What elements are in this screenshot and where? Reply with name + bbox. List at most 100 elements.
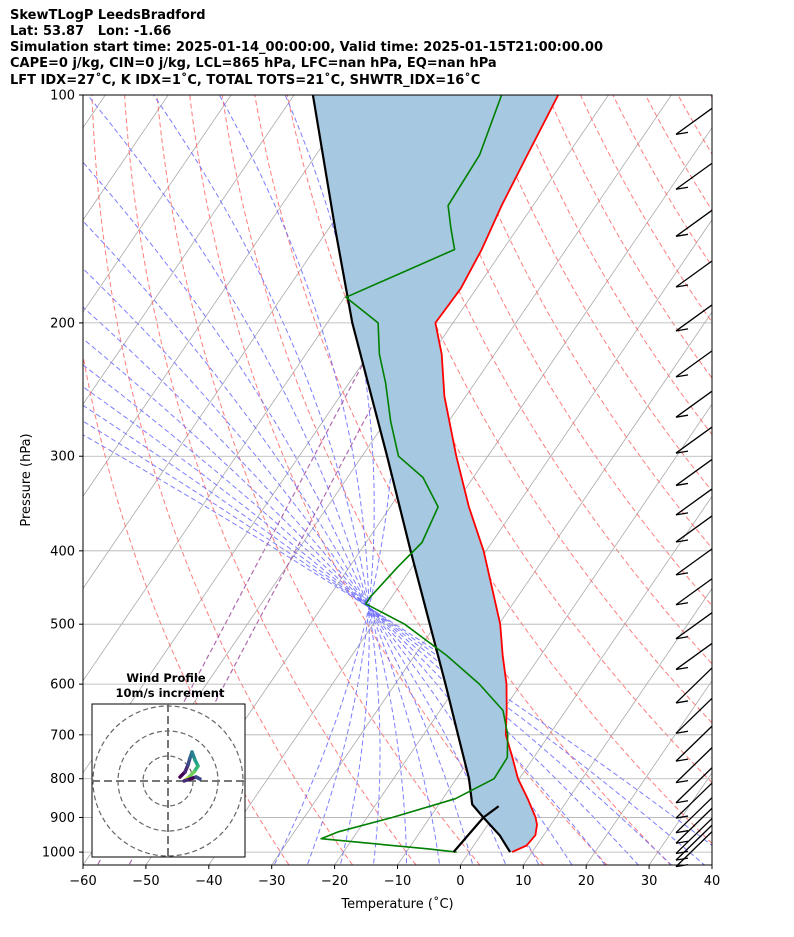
y-tick-label: 400 bbox=[50, 544, 75, 559]
wind-barb-flag bbox=[675, 666, 689, 671]
wind-barb-flag bbox=[675, 779, 689, 784]
y-tick-label: 700 bbox=[50, 728, 75, 743]
dry-adiabat-line bbox=[482, 95, 712, 492]
wind-barb bbox=[675, 578, 713, 606]
x-tick-label: 20 bbox=[578, 874, 595, 889]
wind-barb bbox=[675, 458, 713, 486]
isotherm-line bbox=[83, 95, 232, 313]
y-tick-label: 900 bbox=[50, 811, 75, 826]
wind-barb-flag bbox=[675, 800, 689, 804]
dry-adiabat-line bbox=[767, 82, 794, 872]
wind-barb-flag bbox=[675, 857, 689, 861]
hodograph-trace bbox=[194, 775, 202, 781]
dry-adiabat-line bbox=[189, 95, 545, 865]
isotherm-line bbox=[334, 311, 712, 865]
wind-barb bbox=[675, 797, 713, 834]
wind-barb bbox=[675, 767, 713, 804]
moist-adiabat-line bbox=[218, 95, 370, 865]
hodograph-subtitle: 10m/s increment bbox=[116, 686, 225, 700]
wind-barb bbox=[675, 548, 713, 576]
wind-barb-flag bbox=[675, 233, 689, 237]
y-tick-label: 600 bbox=[50, 678, 75, 693]
wind-barb bbox=[675, 824, 713, 861]
wind-barb bbox=[675, 260, 713, 288]
wind-barb-flag bbox=[675, 414, 689, 418]
wind-barb bbox=[675, 350, 713, 378]
y-tick-label: 100 bbox=[50, 89, 75, 104]
y-axis-label: Pressure (hPa) bbox=[19, 433, 34, 526]
y-tick-label: 200 bbox=[50, 316, 75, 331]
x-axis-label: Temperature (˚C) bbox=[340, 896, 453, 912]
isotherm-line bbox=[83, 95, 295, 405]
wind-barb-flag bbox=[675, 284, 689, 288]
moist-adiabat-line bbox=[83, 364, 606, 865]
x-tick-label: 0 bbox=[456, 874, 464, 889]
wind-barb bbox=[675, 515, 713, 543]
x-tick-label: −40 bbox=[195, 874, 222, 889]
wind-barb-flag bbox=[675, 602, 689, 606]
wind-barb bbox=[675, 667, 713, 704]
temperature-line bbox=[434, 95, 560, 853]
x-tick-label: −30 bbox=[258, 874, 285, 889]
dry-adiabat-line bbox=[644, 95, 712, 212]
wind-barb-flag bbox=[675, 830, 689, 834]
wind-barbs bbox=[675, 107, 713, 868]
wind-barb bbox=[675, 725, 713, 762]
wind-barb bbox=[675, 807, 713, 844]
title-indices-2: LFT IDX=27˚C, K IDX=1˚C, TOTAL TOTS=21˚C… bbox=[10, 73, 481, 88]
isotherm-line bbox=[208, 127, 712, 865]
hodograph-title: Wind Profile bbox=[126, 671, 206, 685]
isotherm-line bbox=[271, 219, 712, 865]
wind-barb-flag bbox=[675, 815, 689, 819]
wind-barb bbox=[675, 697, 713, 734]
wind-barb-flag bbox=[675, 850, 689, 855]
wind-barb-flag bbox=[675, 539, 689, 543]
dry-adiabat-line bbox=[612, 95, 712, 268]
x-tick-label: −10 bbox=[384, 874, 411, 889]
isotherm-line bbox=[648, 772, 712, 865]
wind-barb bbox=[675, 642, 713, 670]
title-latlon: Lat: 53.87 Lon: -1.66 bbox=[10, 24, 172, 39]
isotherm-line bbox=[83, 95, 358, 498]
wind-barb bbox=[675, 612, 713, 640]
wind-barb bbox=[675, 390, 713, 418]
y-tick-label: 1000 bbox=[42, 846, 75, 861]
mixing-ratio-line bbox=[96, 95, 506, 865]
isotherm-line bbox=[522, 587, 712, 865]
dry-adiabat-line bbox=[735, 82, 794, 872]
isotherm-line bbox=[83, 95, 169, 221]
x-tick-label: −60 bbox=[69, 874, 96, 889]
x-tick-label: 10 bbox=[515, 874, 532, 889]
x-tick-label: 30 bbox=[641, 874, 658, 889]
wind-barb bbox=[675, 747, 713, 784]
x-tick-label: 40 bbox=[704, 874, 721, 889]
dry-adiabat-line bbox=[710, 95, 712, 99]
y-tick-label: 800 bbox=[50, 772, 75, 787]
wind-barb-flag bbox=[675, 730, 689, 734]
dry-adiabat-line bbox=[384, 95, 712, 665]
title-station: SkewTLogP LeedsBradford bbox=[10, 8, 206, 23]
wind-barb bbox=[675, 488, 713, 516]
moist-adiabat-line bbox=[86, 95, 407, 865]
wind-barb bbox=[675, 304, 713, 332]
wind-barb-flag bbox=[675, 758, 689, 762]
wind-barb-flag bbox=[675, 131, 689, 135]
dry-adiabat-line bbox=[156, 95, 481, 865]
wind-barb bbox=[675, 817, 713, 854]
wind-barb-flag bbox=[675, 186, 689, 190]
wind-barb bbox=[675, 162, 713, 190]
wind-barb-flag bbox=[675, 700, 689, 704]
wind-barb bbox=[675, 426, 713, 454]
plot-area bbox=[83, 82, 794, 872]
surface-stub-line bbox=[452, 805, 500, 853]
moist-adiabat-line bbox=[83, 306, 540, 865]
wind-barb-flag bbox=[675, 636, 689, 640]
wind-barb bbox=[675, 107, 713, 135]
dry-adiabat-line bbox=[417, 95, 712, 607]
dry-adiabat-line bbox=[514, 95, 712, 436]
wind-barb-flag bbox=[675, 482, 689, 487]
wind-barb bbox=[675, 782, 713, 819]
y-tick-label: 300 bbox=[50, 450, 75, 465]
